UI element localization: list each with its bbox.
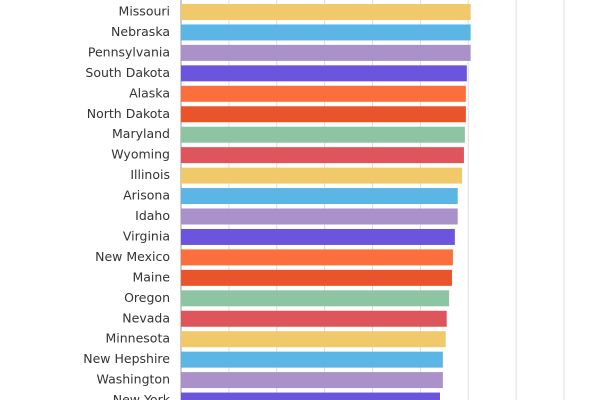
bar	[181, 249, 453, 266]
y-tick-label: Maine	[132, 269, 170, 284]
y-tick-label: Pennsylvania	[88, 44, 170, 59]
y-tick-label: Oregon	[124, 290, 170, 305]
bar	[181, 44, 471, 61]
bar	[181, 4, 471, 20]
bar	[181, 65, 467, 82]
y-tick-label: Minnesota	[105, 331, 170, 346]
bar	[181, 126, 465, 143]
y-tick-label: Virginia	[123, 228, 170, 243]
bar	[181, 392, 441, 400]
y-tick-label: Arisona	[123, 188, 170, 203]
y-tick-label: Nebraska	[111, 24, 170, 39]
bar	[181, 24, 471, 41]
y-tick-label: Washington	[97, 372, 170, 387]
y-tick-label: New Mexico	[95, 249, 170, 264]
bar	[181, 372, 443, 389]
y-tick-label: New York	[113, 392, 171, 400]
bar	[181, 269, 452, 286]
bar	[181, 228, 455, 245]
bar	[181, 85, 466, 102]
bar	[181, 351, 443, 368]
y-tick-label: New Hepshire	[83, 351, 170, 366]
bar	[181, 106, 466, 123]
y-tick-label: Missouri	[119, 4, 170, 19]
y-tick-label: Alaska	[129, 85, 170, 100]
bar	[181, 188, 458, 205]
y-tick-label: Illinois	[130, 167, 170, 182]
bar	[181, 331, 446, 348]
y-tick-label: South Dakota	[85, 65, 170, 80]
bar	[181, 290, 450, 307]
y-tick-label: Idaho	[135, 208, 170, 223]
bar	[181, 208, 458, 225]
y-tick-label: North Dakota	[87, 106, 170, 121]
y-tick-label: Maryland	[112, 126, 170, 141]
y-tick-label: Wyoming	[111, 147, 170, 162]
bar	[181, 310, 447, 327]
bar	[181, 147, 464, 164]
bar	[181, 167, 463, 184]
y-tick-label: Nevada	[122, 310, 170, 325]
